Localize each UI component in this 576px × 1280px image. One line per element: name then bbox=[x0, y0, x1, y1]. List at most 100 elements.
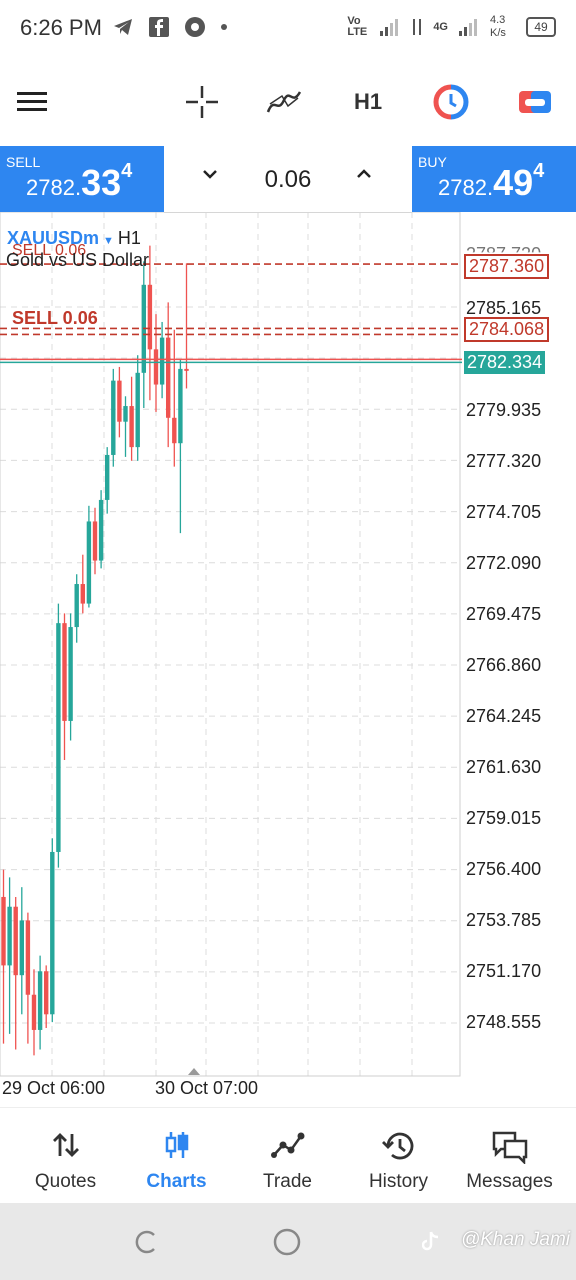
price-label: 2766.860 bbox=[466, 655, 542, 675]
nav-label: Trade bbox=[263, 1171, 312, 1192]
candle-body bbox=[62, 623, 67, 721]
candle-body bbox=[1, 896, 6, 966]
chart-toolbar: H1 bbox=[0, 60, 576, 146]
chrome-icon bbox=[185, 17, 205, 37]
chevron-up-icon bbox=[357, 169, 371, 178]
candle-body bbox=[135, 372, 140, 448]
sell-price: 2782.334 bbox=[26, 160, 132, 204]
candle-body bbox=[172, 417, 177, 444]
telegram-icon bbox=[114, 19, 132, 35]
candle-body bbox=[129, 406, 134, 448]
signal-icon bbox=[380, 19, 399, 36]
order-price-tag-1: 2787.360 bbox=[464, 254, 550, 279]
candle-body bbox=[166, 337, 171, 418]
symbol-description: Gold vs US Dollar bbox=[6, 250, 150, 270]
price-chart[interactable]: SELL 0.06 Gold vs US Dollar XAUUSDm ▼ H1 S… bbox=[0, 212, 576, 1107]
order-label-1: SELL 0.06 bbox=[12, 242, 87, 259]
nav-quotes[interactable]: Quotes bbox=[8, 1108, 123, 1204]
volume-decrease-button[interactable] bbox=[200, 164, 220, 190]
price-label: 2777.320 bbox=[466, 451, 542, 471]
price-label: 2785.165 bbox=[466, 298, 542, 318]
chart-timeframe: H1 bbox=[117, 228, 141, 248]
candle-body bbox=[178, 368, 183, 444]
symbol-name: XAUUSDm bbox=[7, 228, 100, 248]
price-label: 2764.245 bbox=[466, 706, 542, 726]
new-order-button[interactable] bbox=[516, 82, 554, 122]
candle-body bbox=[44, 971, 49, 1015]
nav-history[interactable]: History bbox=[341, 1108, 456, 1204]
one-click-trading-icon bbox=[433, 84, 469, 120]
buy-button[interactable]: BUY 2782.494 bbox=[412, 146, 576, 212]
candle-body bbox=[92, 521, 98, 561]
timeframe-button[interactable]: H1 bbox=[353, 89, 383, 114]
dot-icon bbox=[221, 24, 227, 30]
price-label: 2753.785 bbox=[466, 910, 542, 930]
volume-increase-button[interactable] bbox=[354, 164, 374, 190]
nav-label: Quotes bbox=[34, 1171, 97, 1192]
notification-icons bbox=[112, 16, 228, 38]
nav-charts[interactable]: Charts bbox=[119, 1108, 234, 1204]
volume-value[interactable]: 0.06 bbox=[264, 166, 312, 193]
candle-body bbox=[153, 349, 159, 385]
history-icon bbox=[381, 1132, 413, 1160]
candle-body bbox=[74, 584, 79, 628]
home-icon[interactable] bbox=[273, 1228, 301, 1256]
candle-body bbox=[19, 920, 24, 976]
watermark: @Khan Jami bbox=[460, 1229, 570, 1250]
net-speed: 4.3 K/s bbox=[490, 14, 506, 39]
system-navigation-bar: @Khan Jami bbox=[0, 1203, 576, 1280]
buy-price: 2782.494 bbox=[438, 160, 544, 204]
time-label: 30 Oct 07:00 bbox=[155, 1078, 259, 1098]
price-label: 2769.475 bbox=[466, 604, 542, 624]
buy-price-sup: 4 bbox=[533, 160, 545, 182]
indicators-button[interactable] bbox=[266, 82, 302, 122]
price-label: 2779.935 bbox=[466, 400, 542, 420]
status-time: 6:26 PM bbox=[20, 15, 102, 40]
chevron-down-icon bbox=[203, 170, 217, 179]
candle-body bbox=[111, 380, 116, 455]
hamburger-icon bbox=[17, 92, 47, 111]
price-label: 2751.170 bbox=[466, 961, 542, 981]
candle-body bbox=[25, 920, 31, 995]
candle-body bbox=[117, 380, 122, 422]
buy-price-prefix: 2782. bbox=[438, 175, 494, 200]
nav-trade[interactable]: Trade bbox=[230, 1108, 345, 1204]
candle-body bbox=[37, 971, 43, 1030]
order-label-2: SELL 0.06 bbox=[12, 308, 98, 328]
menu-button[interactable] bbox=[16, 82, 48, 122]
nav-messages[interactable]: Messages bbox=[452, 1108, 567, 1204]
price-label: 2774.705 bbox=[466, 502, 542, 522]
sell-price-sup: 4 bbox=[121, 160, 133, 182]
crosshair-button[interactable] bbox=[184, 82, 220, 122]
facebook-icon bbox=[149, 17, 169, 37]
recent-apps-icon[interactable] bbox=[132, 1229, 158, 1255]
nav-label: Messages bbox=[466, 1171, 553, 1192]
price-label: 2756.400 bbox=[466, 859, 542, 879]
chart-canvas[interactable] bbox=[0, 212, 576, 1107]
buy-label: BUY bbox=[418, 154, 447, 170]
symbol-selector[interactable]: XAUUSDm ▼ H1 bbox=[7, 228, 141, 249]
candle-body bbox=[80, 584, 85, 604]
candle-body bbox=[13, 906, 18, 976]
candle-body bbox=[159, 337, 165, 385]
candle-body bbox=[105, 454, 110, 500]
system-indicators: Vo LTE 4G 4.3 K/s 49 bbox=[347, 14, 556, 40]
candles bbox=[1, 245, 189, 1056]
scroll-marker-icon[interactable] bbox=[188, 1068, 200, 1075]
candle-body bbox=[147, 284, 153, 350]
tiktok-icon bbox=[422, 1231, 439, 1251]
time-label: 29 Oct 06:00 bbox=[2, 1078, 106, 1098]
volume-control: 0.06 bbox=[164, 146, 412, 213]
sell-label: SELL bbox=[6, 154, 41, 170]
price-label: 2759.015 bbox=[466, 808, 542, 828]
price-lines bbox=[0, 263, 462, 364]
trade-settings-button[interactable] bbox=[432, 82, 470, 122]
one-click-trade-panel: SELL 2782.334 0.06 BUY 2782.494 bbox=[0, 146, 576, 213]
order-price-tag-2: 2784.068 bbox=[464, 317, 550, 342]
buy-price-big: 49 bbox=[493, 162, 534, 203]
network-type: 4G bbox=[433, 21, 448, 33]
sell-button[interactable]: SELL 2782.334 bbox=[0, 146, 164, 212]
trade-icon bbox=[270, 1132, 304, 1158]
candle-body bbox=[31, 994, 37, 1030]
price-label-top: 2787.720 bbox=[466, 244, 541, 252]
